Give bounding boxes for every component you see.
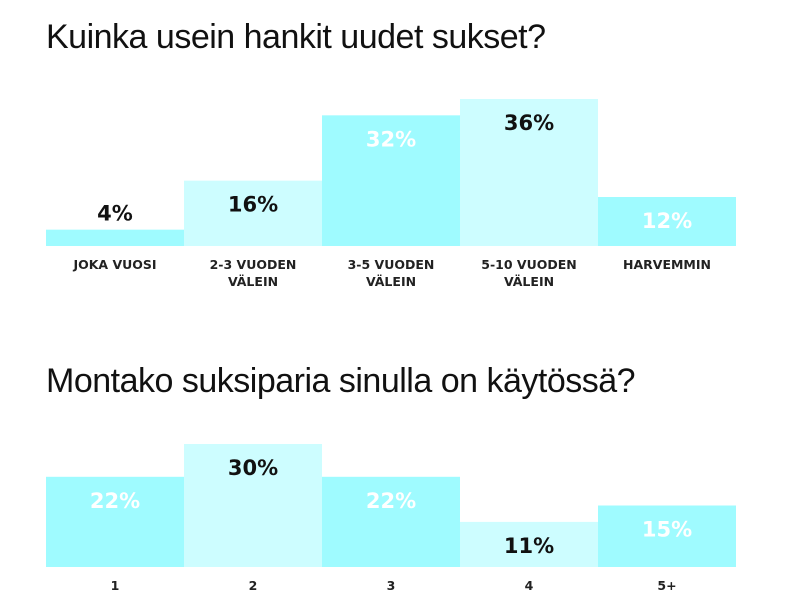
category-label: VÄLEIN: [504, 274, 554, 289]
data-label: 15%: [642, 518, 692, 542]
category-label: 4: [525, 578, 534, 593]
category-label: 2-3 VUODEN: [210, 257, 297, 272]
bar-chart-ski-purchase-frequency: 4% JOKA VUOSI 16% 2-3 VUODEN VÄLEIN 32% 3-5 VU…: [46, 99, 736, 289]
category-label: HARVEMMIN: [623, 257, 711, 272]
bar: [322, 115, 460, 246]
bar: [46, 229, 184, 246]
bar: [598, 197, 736, 246]
bar: [184, 180, 322, 246]
bar: [322, 476, 460, 567]
data-label: 16%: [228, 193, 278, 217]
data-label: 22%: [90, 489, 140, 513]
category-label: 5+: [657, 578, 676, 593]
data-label: 12%: [642, 209, 692, 233]
data-label: 11%: [504, 534, 554, 558]
bar: [460, 99, 598, 246]
data-label: 4%: [97, 202, 133, 226]
category-label: 3: [387, 578, 396, 593]
category-label: 5-10 VUODEN: [481, 257, 576, 272]
data-label: 22%: [366, 489, 416, 513]
category-label: JOKA VUOSI: [72, 257, 156, 272]
bar: [184, 444, 322, 567]
data-label: 30%: [228, 456, 278, 480]
bar: [598, 505, 736, 567]
category-label: VÄLEIN: [366, 274, 416, 289]
bar: [46, 476, 184, 567]
category-label: 3-5 VUODEN: [348, 257, 435, 272]
data-label: 36%: [504, 111, 554, 135]
data-label: 32%: [366, 127, 416, 151]
category-label: VÄLEIN: [228, 274, 278, 289]
category-label: 2: [249, 578, 258, 593]
category-label: 1: [111, 578, 120, 593]
chart-title: Kuinka usein hankit uudet sukset?: [46, 18, 546, 56]
chart-title: Montako suksiparia sinulla on käytössä?: [46, 362, 636, 400]
bar-chart-ski-pairs-in-use: 22% 1 30% 2 22% 3 11% 4 15% 5+: [46, 444, 736, 593]
bar: [460, 521, 598, 567]
